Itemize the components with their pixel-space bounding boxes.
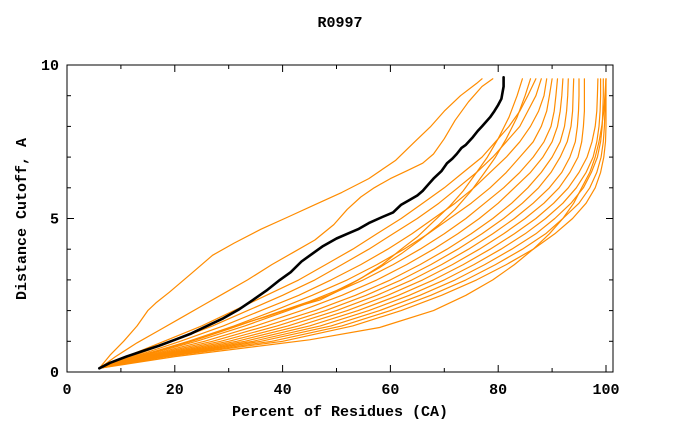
series-line-model-05 [98,78,537,369]
x-tick-label: 60 [381,382,399,399]
x-tick-labels: 0 20 40 60 80 100 [62,382,619,399]
x-tick-label: 20 [166,382,184,399]
series-line-model-18 [98,78,607,369]
series-line-model-02 [98,78,494,369]
y-tick-label: 0 [50,365,59,382]
series-line-model-08 [98,78,553,369]
y-tick-label: 10 [41,58,59,75]
x-tick-label: 0 [62,382,71,399]
series-line-model-19 [98,78,607,369]
series-line-model-07 [98,78,548,369]
x-axis-label: Percent of Residues (CA) [232,404,448,421]
x-tick-label: 100 [592,382,619,399]
series-line-model-17 [98,78,604,369]
series-lines [98,76,607,370]
x-tick-label: 80 [489,382,507,399]
series-line-model-13 [98,78,580,369]
series-line-model-16 [98,78,602,369]
series-line-model-10 [98,78,564,369]
x-tick-label: 40 [274,382,292,399]
series-line-model-20 [98,78,607,369]
series-line-highlighted-model [98,76,505,370]
chart-title: R0997 [317,15,362,32]
series-line-model-12 [98,78,575,369]
series-line-model-09 [98,78,559,369]
series-line-model-11 [98,78,569,369]
y-tick-label: 5 [50,212,59,229]
y-tick-labels: 0 5 10 [41,58,59,382]
series-line-model-15 [98,78,599,369]
axis-ticks [66,64,613,373]
y-axis-label: Distance Cutoff, A [14,138,31,300]
series-line-model-14 [98,78,586,369]
series-line-model-06 [98,78,542,369]
series-line-model-04 [98,78,532,369]
series-line-model-01 [98,78,483,369]
